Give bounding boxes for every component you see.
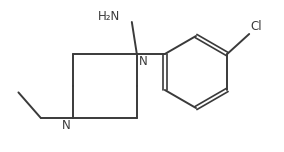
Text: N: N [62,119,71,132]
Text: Cl: Cl [250,20,262,33]
Text: H₂N: H₂N [98,9,120,22]
Text: N: N [139,55,148,68]
